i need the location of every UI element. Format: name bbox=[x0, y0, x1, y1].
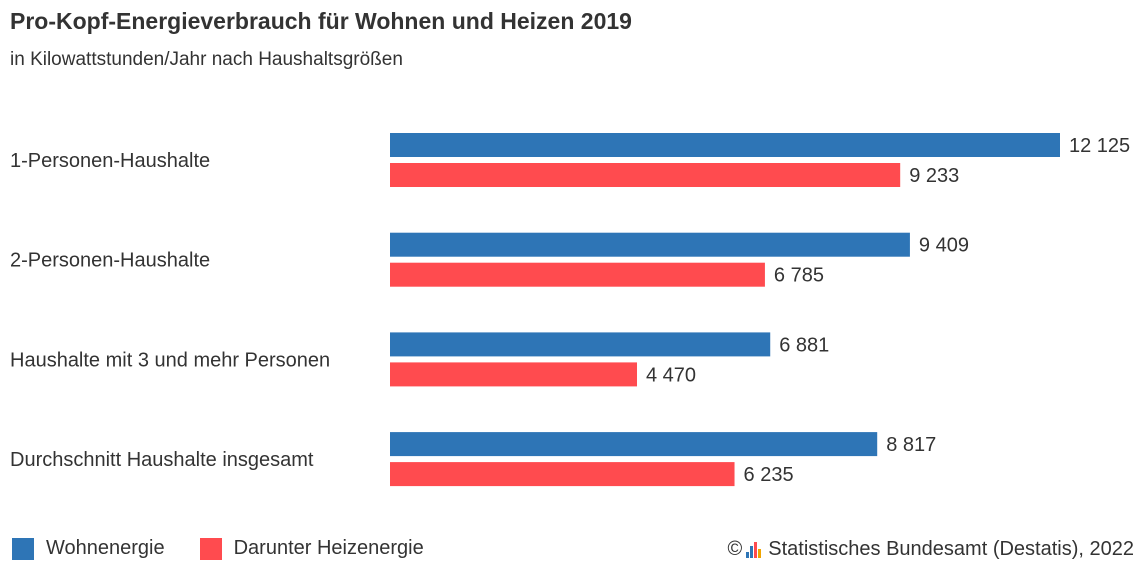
legend-swatch-wohnenergie bbox=[12, 537, 34, 560]
bar-heizenergie bbox=[390, 462, 735, 487]
category-label: Durchschnitt Haushalte insgesamt bbox=[10, 449, 314, 471]
copyright-symbol: © bbox=[727, 538, 743, 560]
data-label: 6 785 bbox=[774, 265, 824, 287]
data-label: 9 409 bbox=[919, 235, 969, 257]
bar-heizenergie bbox=[390, 163, 901, 187]
data-label: 4 470 bbox=[646, 364, 696, 386]
bar-wohnenergie bbox=[390, 232, 910, 257]
data-label: 8 817 bbox=[886, 434, 936, 456]
category-label: 2-Personen-Haushalte bbox=[10, 250, 210, 272]
legend-item-heizenergie: Darunter Heizenergie bbox=[199, 537, 424, 560]
source-credit: © Statistisches Bundesamt (Destatis), 20… bbox=[728, 538, 1134, 561]
category-label: 1-Personen-Haushalte bbox=[10, 150, 210, 172]
legend: Wohnenergie Darunter Heizenergie bbox=[12, 537, 459, 560]
legend-label-heizenergie: Darunter Heizenergie bbox=[233, 537, 424, 559]
bar-wohnenergie bbox=[390, 133, 1060, 157]
legend-label-wohnenergie: Wohnenergie bbox=[46, 537, 165, 559]
data-label: 6 235 bbox=[744, 464, 794, 486]
bar-wohnenergie bbox=[390, 332, 771, 357]
chart-subtitle: in Kilowattstunden/Jahr nach Haushaltsgr… bbox=[10, 49, 403, 70]
data-label: 6 881 bbox=[779, 334, 829, 356]
source-text: Statistisches Bundesamt (Destatis), 2022 bbox=[768, 538, 1134, 560]
chart-title: Pro-Kopf-Energieverbrauch für Wohnen und… bbox=[10, 8, 632, 34]
legend-swatch-heizenergie bbox=[199, 537, 222, 560]
destatis-logo-icon bbox=[746, 541, 762, 558]
data-label: 9 233 bbox=[909, 165, 959, 187]
legend-item-wohnenergie: Wohnenergie bbox=[12, 537, 165, 560]
bar-heizenergie bbox=[390, 362, 638, 387]
category-label: Haushalte mit 3 und mehr Personen bbox=[10, 349, 330, 371]
data-label: 12 125 bbox=[1069, 135, 1130, 157]
bar-wohnenergie bbox=[390, 432, 878, 457]
bar-heizenergie bbox=[390, 262, 765, 287]
